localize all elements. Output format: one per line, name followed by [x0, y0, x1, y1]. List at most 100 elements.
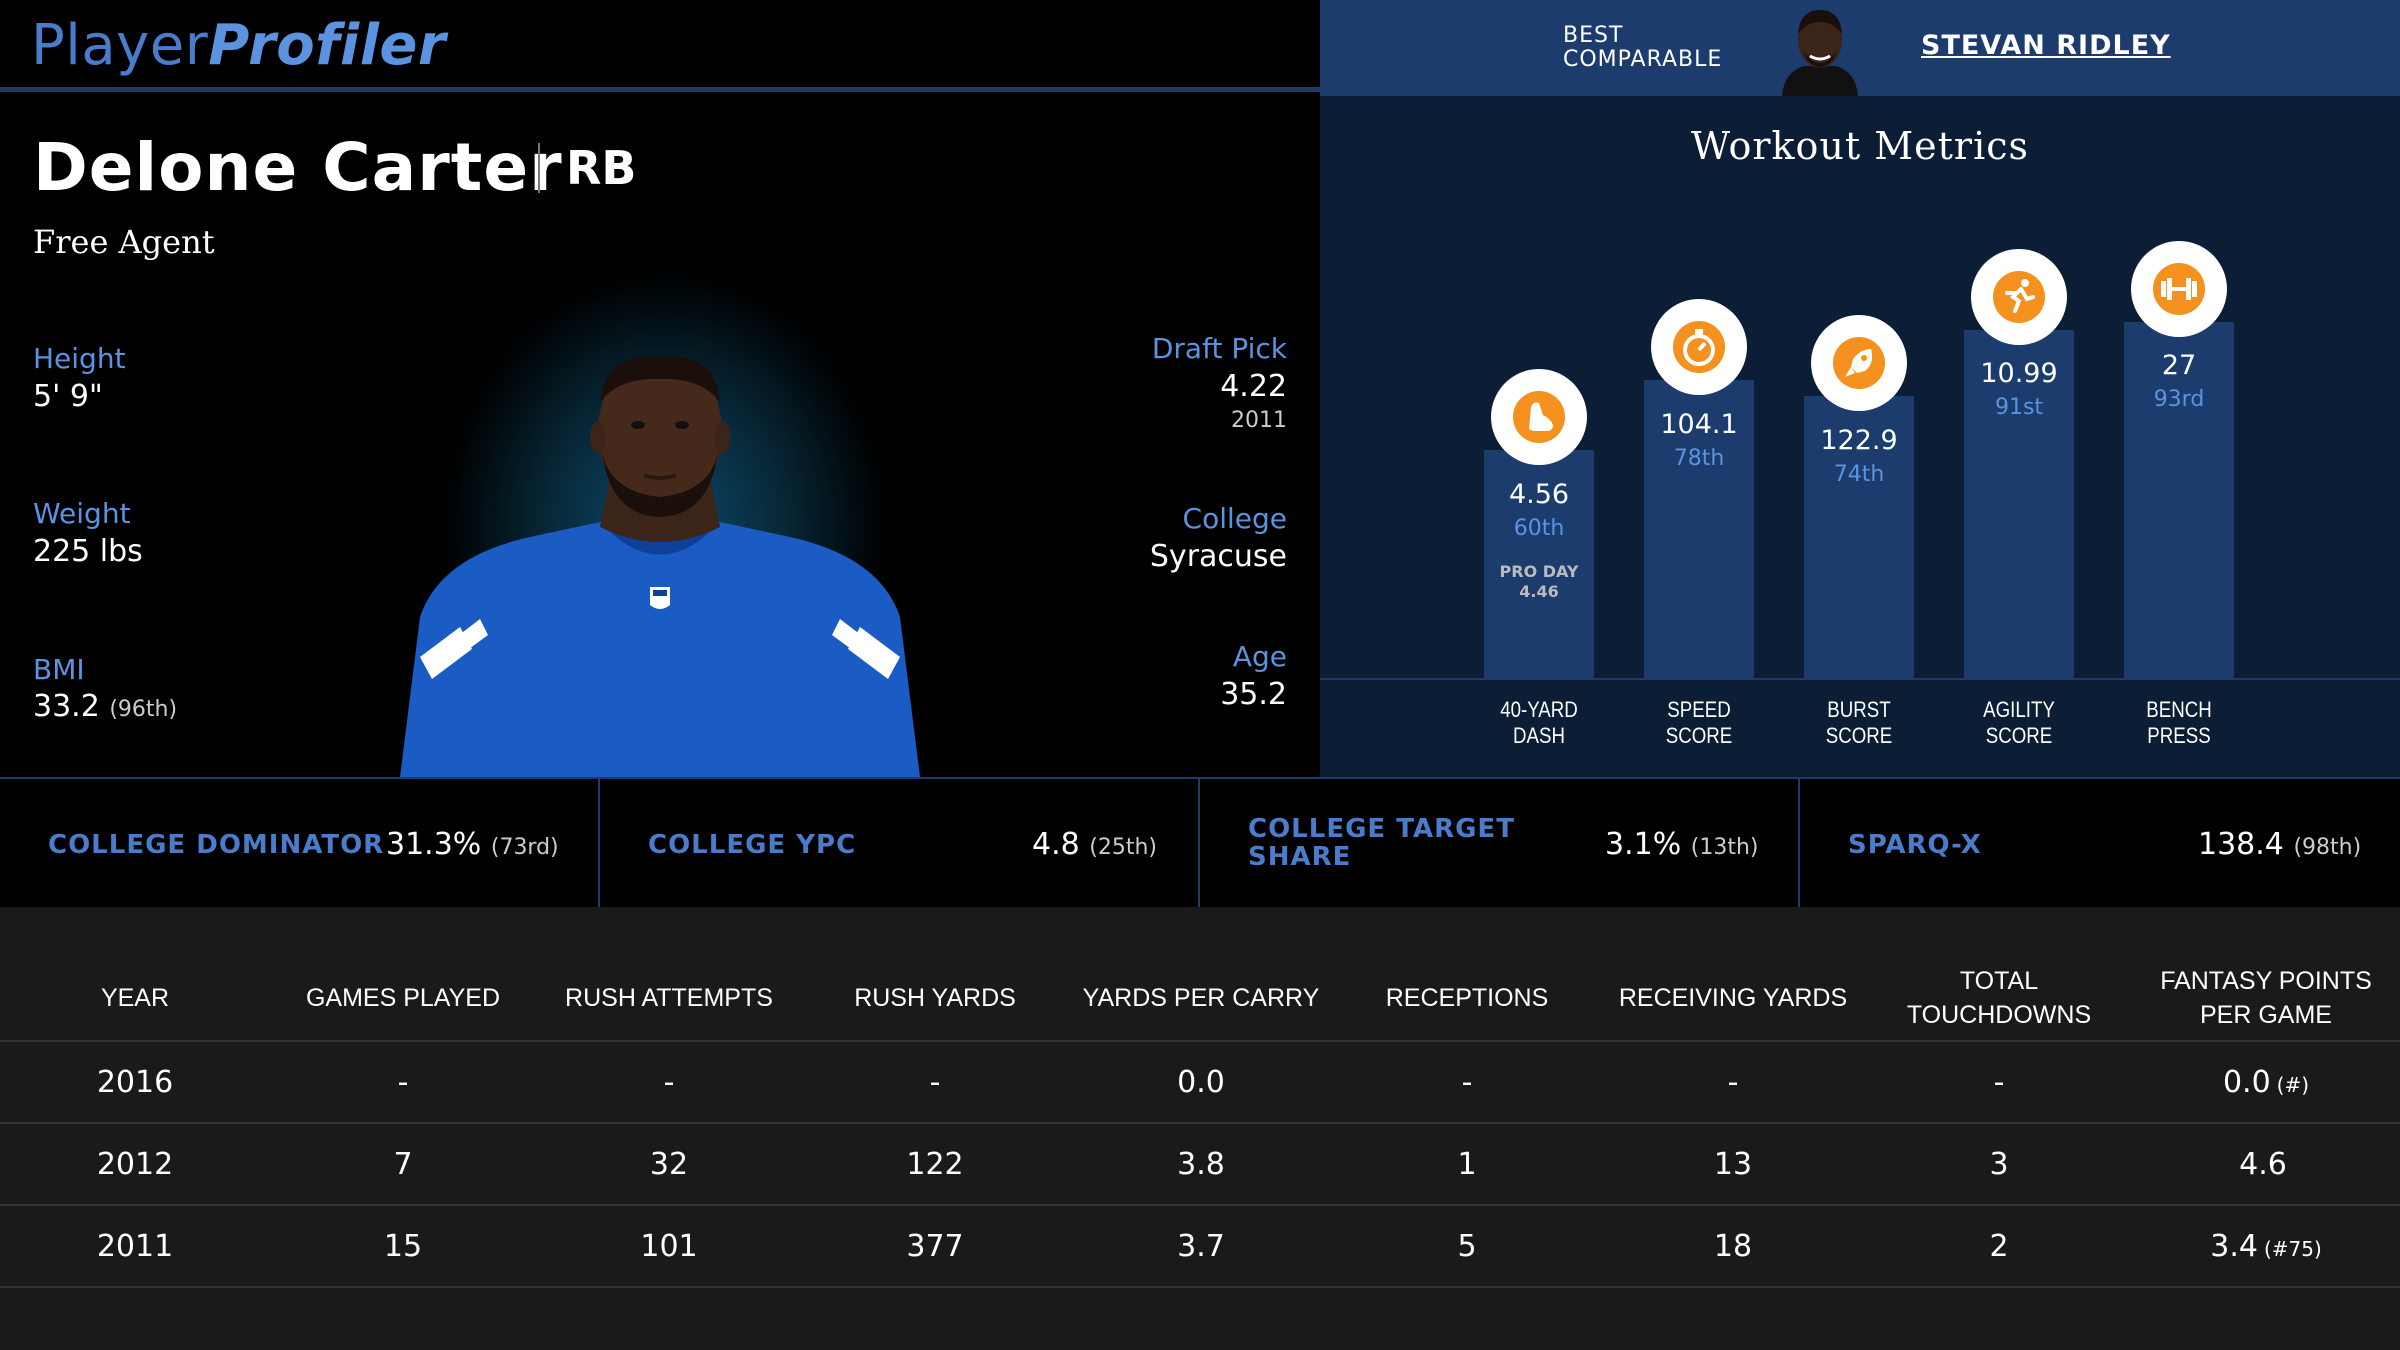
metric-percentile-speed-score: 78th — [1673, 446, 1725, 471]
age-label: Age — [1232, 640, 1287, 673]
table-cell: - — [1334, 1041, 1600, 1124]
metric-bar-bench-press — [2124, 322, 2234, 678]
metric-bar-agility-score — [1964, 330, 2074, 678]
metric-value-speed-score: 104.1 — [1660, 409, 1738, 440]
season-stats-table: YEAR GAMES PLAYED RUSH ATTEMPTS RUSH YAR… — [0, 907, 2400, 1288]
college-value: Syracuse — [1149, 539, 1287, 574]
metric-percentile-agility-score: 91st — [1994, 395, 2044, 420]
table-cell: 3.4 (#75) — [2132, 1205, 2400, 1288]
column-header-receptions[interactable]: RECEPTIONS — [1334, 907, 1600, 1042]
workout-baseline — [1320, 678, 2400, 680]
metric-bar-40-yard-dash — [1484, 450, 1594, 678]
table-cell: - — [802, 1041, 1068, 1124]
comparable-player-link[interactable]: STEVAN RIDLEY — [1921, 30, 2171, 61]
column-header-rush-attempts[interactable]: RUSH ATTEMPTS — [536, 907, 802, 1042]
metric-value-burst-score: 122.9 — [1820, 425, 1898, 456]
college-dominator-value: 31.3% (73rd) — [386, 827, 559, 862]
player-profile-panel: Delone Carter RB Free Agent Height 5' 9"… — [0, 97, 1320, 777]
table-cell: 15 — [270, 1205, 536, 1288]
college-dominator-box: COLLEGE DOMINATOR 31.3% (73rd) — [0, 779, 600, 907]
player-position: RB — [566, 141, 637, 195]
logo-text-player: Player — [31, 13, 209, 78]
table-cell: 2012 — [0, 1123, 270, 1206]
table-cell: 2011 — [0, 1205, 270, 1288]
height-value: 5' 9" — [33, 379, 103, 414]
college-ypc-label: COLLEGE YPC — [648, 830, 857, 860]
metric-value-bench-press: 27 — [2161, 350, 2197, 381]
college-stats-row: COLLEGE DOMINATOR 31.3% (73rd) COLLEGE Y… — [0, 777, 2400, 907]
table-cell: 32 — [536, 1123, 802, 1206]
table-cell: - — [1866, 1041, 2132, 1124]
column-header-total-touchdowns[interactable]: TOTAL TOUCHDOWNS — [1866, 907, 2132, 1042]
column-header-rush-yards[interactable]: RUSH YARDS — [802, 907, 1068, 1042]
table-row: 2012 7 32 122 3.8 1 13 3 4.6 — [0, 1123, 2400, 1206]
draft-year: 2011 — [1231, 408, 1287, 433]
metric-label-40-yard-dash: 40-YARD DASH — [1500, 697, 1578, 748]
college-ypc-box: COLLEGE YPC 4.8 (25th) — [600, 779, 1200, 907]
rocket-icon — [1811, 315, 1907, 411]
draft-pick-label: Draft Pick — [1151, 332, 1287, 365]
table-cell: 3.7 — [1068, 1205, 1334, 1288]
column-header-yards-per-carry[interactable]: YARDS PER CARRY — [1068, 907, 1334, 1042]
college-label: College — [1182, 502, 1287, 535]
logo-text-profiler: Profiler — [208, 13, 447, 78]
metric-bar-speed-score — [1644, 380, 1754, 678]
metric-value-agility-score: 10.99 — [1980, 358, 2058, 389]
table-cell: - — [1600, 1041, 1866, 1124]
best-comparable-label: BEST COMPARABLE — [1563, 23, 1723, 72]
metric-percentile-bench-press: 93rd — [2153, 387, 2205, 412]
sparq-x-value: 138.4 (98th) — [2198, 827, 2362, 862]
table-row: 2011 15 101 377 3.7 5 18 2 3.4 (#75) — [0, 1205, 2400, 1288]
pro-day-label: PRO DAY — [1499, 562, 1579, 581]
metric-label-burst-score: BURST SCORE — [1825, 697, 1893, 748]
table-cell: 5 — [1334, 1205, 1600, 1288]
table-cell: 2 — [1866, 1205, 2132, 1288]
college-target-share-value: 3.1% (13th) — [1605, 827, 1759, 862]
table-cell: 377 — [802, 1205, 1068, 1288]
college-dominator-label: COLLEGE DOMINATOR — [48, 830, 385, 860]
sparq-x-box: SPARQ-X 138.4 (98th) — [1800, 779, 2400, 907]
table-cell: - — [536, 1041, 802, 1124]
height-label: Height — [33, 342, 126, 375]
age-value: 35.2 — [1220, 677, 1287, 712]
weight-label: Weight — [33, 497, 131, 530]
metric-percentile-40-yard-dash: 60th — [1513, 516, 1565, 541]
fantasy-rank: (#75) — [2263, 1236, 2322, 1261]
table-cell: 0.0 — [1068, 1041, 1334, 1124]
name-divider — [538, 143, 540, 193]
table-cell: 1 — [1334, 1123, 1600, 1206]
college-target-share-label: COLLEGE TARGET SHARE — [1248, 814, 1515, 872]
shoe-icon — [1491, 369, 1587, 465]
table-cell: 0.0 (#) — [2132, 1041, 2400, 1124]
table-cell: - — [270, 1041, 536, 1124]
player-photo — [400, 357, 920, 777]
table-cell: 2016 — [0, 1041, 270, 1124]
column-header-year[interactable]: YEAR — [0, 907, 270, 1042]
comparable-avatar — [1774, 0, 1866, 96]
runner-icon — [1971, 249, 2067, 345]
column-header-receiving-yards[interactable]: RECEIVING YARDS — [1600, 907, 1866, 1042]
metric-label-bench-press: BENCH PRESS — [2146, 697, 2212, 748]
table-cell: 13 — [1600, 1123, 1866, 1206]
fantasy-rank: (#) — [2276, 1072, 2310, 1097]
workout-title: Workout Metrics — [1690, 124, 2030, 168]
weight-value: 225 lbs — [33, 534, 143, 569]
college-target-share-box: COLLEGE TARGET SHARE 3.1% (13th) — [1200, 779, 1800, 907]
player-name: Delone Carter — [33, 129, 563, 206]
bmi-label: BMI — [33, 653, 85, 686]
pro-day-value: 4.46 — [1519, 582, 1559, 601]
table-row: 2016 - - - 0.0 - - - 0.0 (#) — [0, 1041, 2400, 1124]
table-cell: 4.6 — [2132, 1123, 2400, 1206]
site-logo[interactable]: PlayerProfiler — [31, 14, 446, 78]
sparq-x-label: SPARQ-X — [1848, 830, 1982, 860]
table-cell: 7 — [270, 1123, 536, 1206]
metric-label-speed-score: SPEED SCORE — [1665, 697, 1733, 748]
table-cell: 122 — [802, 1123, 1068, 1206]
column-header-fantasy-points-per-game[interactable]: FANTASY POINTS PER GAME — [2132, 907, 2400, 1042]
bmi-value: 33.2 (96th) — [33, 689, 178, 724]
column-header-games-played[interactable]: GAMES PLAYED — [270, 907, 536, 1042]
metric-label-agility-score: AGILITY SCORE — [1983, 697, 2055, 748]
table-cell: 3.8 — [1068, 1123, 1334, 1206]
workout-metrics-panel: Workout Metrics 4.56 60th PRO DAY 4.46 4… — [1320, 96, 2400, 777]
table-header-row: YEAR GAMES PLAYED RUSH ATTEMPTS RUSH YAR… — [0, 907, 2400, 1042]
